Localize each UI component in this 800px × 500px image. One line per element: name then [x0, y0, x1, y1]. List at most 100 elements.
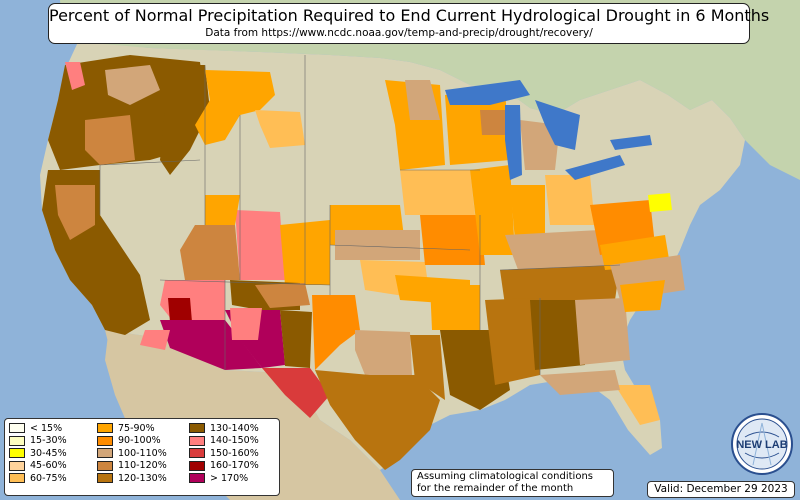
legend-swatch [9, 423, 25, 434]
title-box: Percent of Normal Precipitation Required… [48, 3, 770, 44]
legend-item: 15-30% [9, 435, 67, 448]
region-mo-orange [420, 215, 485, 265]
region-tn-brown [500, 265, 620, 305]
mexico-land [105, 330, 400, 500]
legend-swatch [97, 473, 113, 484]
region-fl-panhandle [540, 370, 620, 395]
region-tx-tan [355, 330, 412, 375]
region-ca-central [55, 185, 95, 240]
legend-label: 160-170% [210, 460, 259, 472]
legend-item: > 170% [189, 472, 259, 485]
region-tx-orange [312, 295, 360, 370]
map-title: Percent of Normal Precipitation Required… [49, 6, 770, 25]
legend-label: 45-60% [30, 460, 67, 472]
canada-land [60, 0, 800, 180]
region-mn-tan [405, 80, 440, 120]
region-mt-orange2 [255, 110, 305, 148]
legend-label: 130-140% [210, 422, 259, 434]
legend-item: < 15% [9, 422, 67, 435]
state-borders [99, 55, 621, 375]
legend-column-1: < 15% 15-30% 30-45% 45-60% 60-75% [9, 422, 67, 485]
region-in-orange [510, 185, 545, 240]
region-ga-tan [575, 298, 630, 365]
region-ks-tan [335, 230, 420, 260]
valid-date: Valid: December 29 2023 [647, 481, 795, 498]
legend-item: 120-130% [97, 472, 167, 485]
legend-item: 150-160% [189, 447, 259, 460]
legend-swatch [9, 448, 25, 459]
legend-swatch [97, 435, 113, 446]
lake-huron [535, 100, 580, 150]
region-az-red [168, 298, 192, 322]
legend-column-3: 130-140% 140-150% 150-160% 160-170% > 17… [189, 422, 259, 485]
region-nm-tan [255, 283, 310, 308]
region-ky-tan [505, 230, 610, 275]
legend-swatch [9, 460, 25, 471]
legend-swatch [9, 473, 25, 484]
lake-superior [445, 80, 530, 105]
region-il-orange [470, 165, 515, 255]
legend-label: 60-75% [30, 472, 67, 484]
region-wa-coast [65, 62, 85, 90]
region-ar-orange [430, 285, 480, 330]
legend-item: 45-60% [9, 460, 67, 473]
region-md-yellow [648, 193, 672, 212]
legend-label: < 15% [30, 422, 63, 434]
legend-label: 100-110% [118, 447, 167, 459]
region-mt-orange [195, 70, 275, 145]
legend-label: 140-150% [210, 435, 259, 447]
legend-swatch [97, 423, 113, 434]
region-tx-red [262, 368, 330, 418]
legend-label: 90-100% [118, 435, 161, 447]
legend-swatch [189, 473, 205, 484]
region-fl-orange [615, 385, 660, 425]
legend-label: 30-45% [30, 447, 67, 459]
lake-michigan [505, 105, 522, 180]
legend-item: 90-100% [97, 435, 167, 448]
legend-item: 100-110% [97, 447, 167, 460]
region-oh-orange [545, 175, 595, 225]
legend-swatch [189, 460, 205, 471]
region-wa-tan [105, 65, 160, 105]
region-az-magenta [160, 320, 262, 370]
note-line-1: Assuming climatological conditions [417, 471, 593, 482]
legend-item: 75-90% [97, 422, 167, 435]
newlab-logo-icon: NEW LAB [731, 413, 793, 475]
region-id-mt [160, 65, 210, 175]
region-nm-pink [230, 308, 262, 340]
region-nm-east [280, 310, 312, 368]
region-co-pink [235, 210, 285, 280]
legend-label: 15-30% [30, 435, 67, 447]
region-wi-orange [445, 90, 510, 165]
lake-ontario [610, 135, 652, 150]
legend-swatch [97, 448, 113, 459]
assumption-note: Assuming climatological conditions for t… [411, 469, 614, 497]
legend-item: 140-150% [189, 435, 259, 448]
map-subtitle: Data from https://www.ncdc.noaa.gov/temp… [205, 27, 593, 39]
legend-label: > 170% [210, 472, 249, 484]
region-wi-brown [480, 110, 505, 135]
region-az-south-pink [140, 330, 170, 350]
legend-column-2: 75-90% 90-100% 100-110% 110-120% 120-130… [97, 422, 167, 485]
region-tx-east [410, 335, 445, 400]
legend-label: 75-90% [118, 422, 155, 434]
region-co-tan [180, 225, 240, 280]
legend-item: 30-45% [9, 447, 67, 460]
region-ms-brown [485, 298, 540, 385]
region-tx-brown [315, 370, 440, 470]
legend-swatch [189, 448, 205, 459]
region-or-tan [85, 115, 135, 165]
legend-swatch [9, 435, 25, 446]
lake-erie [565, 155, 625, 180]
legend-swatch [189, 435, 205, 446]
legend-swatch [97, 460, 113, 471]
region-wy-orange [205, 195, 240, 225]
legend-swatch [189, 423, 205, 434]
legend-item: 160-170% [189, 460, 259, 473]
legend-label: 120-130% [118, 472, 167, 484]
legend-label: 150-160% [210, 447, 259, 459]
legend-item: 60-75% [9, 472, 67, 485]
region-ia-orange [400, 170, 475, 215]
legend-label: 110-120% [118, 460, 167, 472]
